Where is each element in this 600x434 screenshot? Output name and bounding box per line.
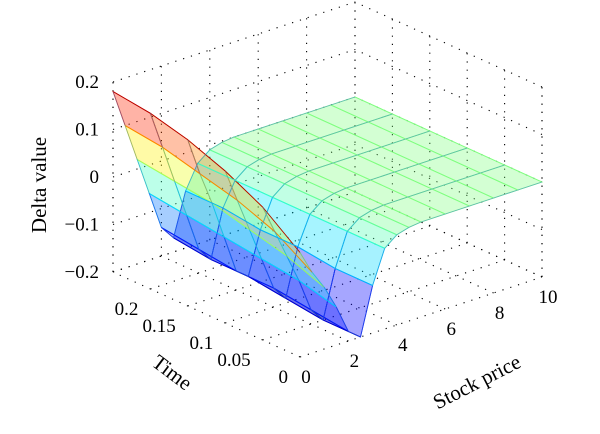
x-tick-label: 4 (398, 335, 408, 356)
surface-wire-time (185, 190, 373, 286)
y-tick-label: 0.15 (143, 316, 176, 337)
back-wall-grid-z-0 (112, 1, 356, 83)
z-tick-label: 0 (90, 167, 100, 188)
surface-wire-time (330, 104, 518, 191)
surface-wire-time (161, 227, 349, 332)
x-tick-label: 10 (539, 287, 558, 308)
surface-wire-time (282, 120, 470, 207)
surface-wire-time (124, 125, 313, 273)
surface-wire-price (149, 113, 393, 261)
z-tick-label: −0.2 (65, 262, 99, 283)
x-axis-label: Stock price (429, 349, 525, 414)
x-tick-label: 8 (495, 303, 505, 324)
y-tick-label: 0 (279, 367, 289, 388)
surface-wire-time (258, 128, 446, 215)
z-tick-label: 0.2 (75, 72, 99, 93)
x-tick-label: 2 (350, 351, 360, 372)
surface-wire-price (224, 147, 468, 300)
surface-wire-price (187, 130, 430, 278)
z-axis-label: Delta value (27, 137, 51, 233)
surface-wire-time (209, 149, 397, 236)
surface-wire-time (136, 159, 325, 288)
grid-layer (112, 1, 543, 358)
x-tick-label: 6 (446, 319, 456, 340)
surface-wire-time (173, 237, 361, 338)
y-tick-label: 0.05 (217, 350, 250, 371)
surface-wire-time (221, 141, 410, 228)
side-wall-grid-z-0 (354, 1, 543, 88)
z-tick-label: 0.1 (75, 120, 99, 141)
surface-mesh (112, 90, 544, 338)
z-tick-label: −0.1 (65, 215, 99, 236)
y-tick-label: 0.2 (115, 299, 139, 320)
surface-wire-price (299, 181, 543, 338)
y-tick-label: 0.1 (189, 333, 213, 354)
y-axis-label: Time (148, 350, 197, 395)
surface-wire-price (112, 91, 356, 239)
surface-wire-time (112, 91, 301, 253)
surface-wire-time (197, 162, 385, 249)
x-tick-label: 0 (301, 367, 311, 388)
surface-wire-price (262, 164, 505, 321)
surface-wire-time (354, 96, 543, 183)
surface-wire-time (233, 136, 422, 223)
surface-wire-time (306, 112, 494, 199)
